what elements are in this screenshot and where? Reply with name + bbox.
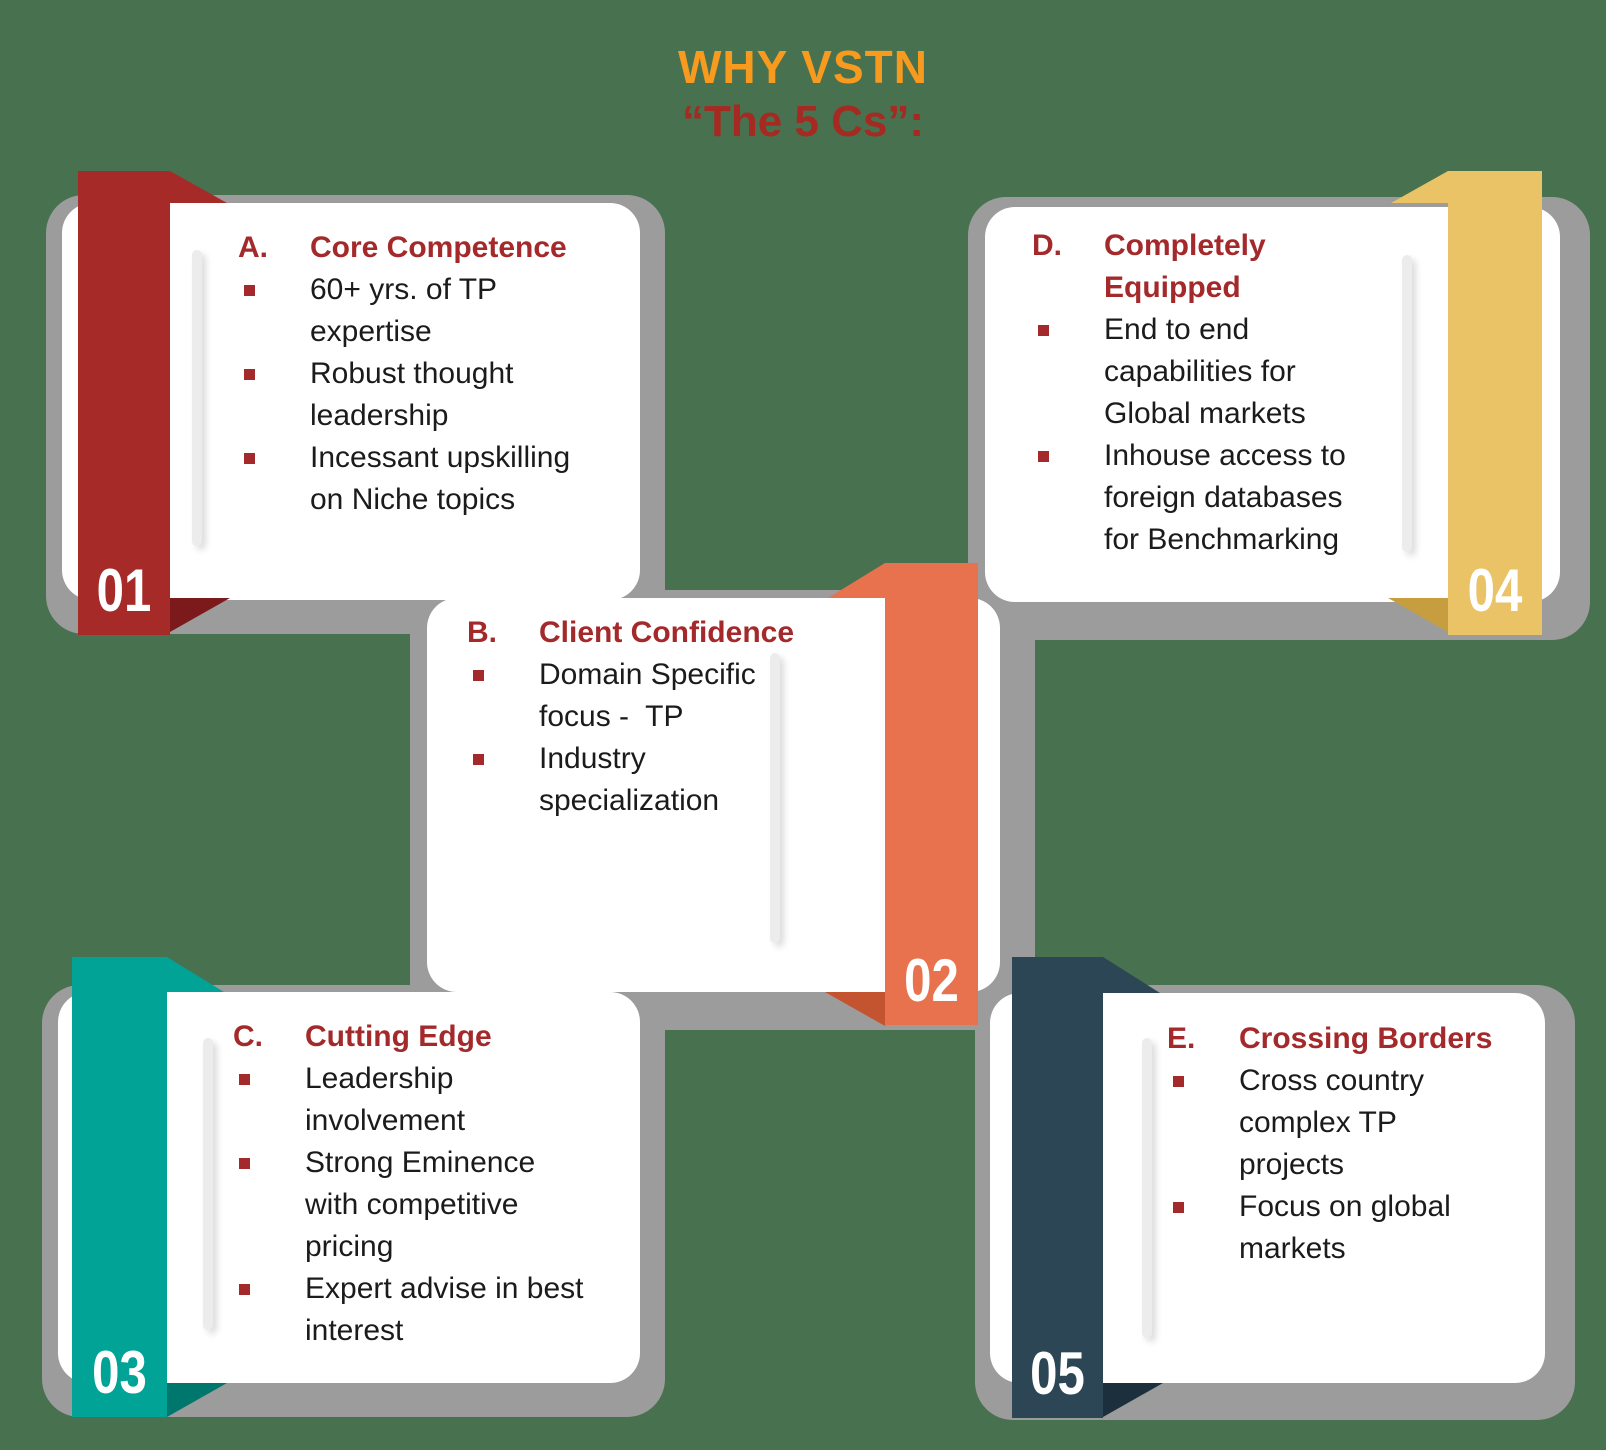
decor-scrollbar bbox=[203, 1038, 213, 1330]
bullet-item: End to end capabilities for Global marke… bbox=[1032, 309, 1544, 435]
card-number: 02 bbox=[904, 947, 959, 1014]
bullet-text: Industry specialization bbox=[539, 742, 720, 817]
card-number: 04 bbox=[1467, 557, 1523, 624]
bullet-text: 60+ yrs. of TP expertise bbox=[310, 273, 505, 348]
bullet-text: Cross country complex TP projects bbox=[1239, 1064, 1433, 1181]
bullet-item: Domain Specific focus - TP bbox=[467, 654, 984, 738]
bullet-item: Cross country complex TP projects bbox=[1167, 1060, 1529, 1186]
card-letter: C. bbox=[233, 1020, 263, 1053]
decor-scrollbar bbox=[770, 653, 780, 943]
card-heading-row: D. Completely Equipped bbox=[1032, 225, 1544, 309]
card-content: B. Client Confidence Domain Specific foc… bbox=[427, 598, 1000, 822]
bullet-item: Leadership involvement bbox=[233, 1058, 624, 1142]
bullet-item: Expert advise in best interest bbox=[233, 1268, 624, 1352]
card-number: 01 bbox=[96, 557, 152, 624]
bullet-text: Robust thought leadership bbox=[310, 357, 522, 432]
card-content: E. Crossing Borders Cross country comple… bbox=[990, 993, 1545, 1270]
card-content: D. Completely Equipped End to end capabi… bbox=[985, 207, 1560, 561]
bullet-text: Expert advise in best interest bbox=[305, 1272, 592, 1347]
card-title: Client Confidence bbox=[539, 616, 795, 649]
ribbon-fold-top bbox=[1103, 957, 1160, 993]
ribbon-fold-top bbox=[167, 957, 224, 992]
bullet-text: Inhouse access to foreign databases for … bbox=[1104, 439, 1355, 556]
decor-scrollbar bbox=[1402, 255, 1412, 552]
bullet-text: End to end capabilities for Global marke… bbox=[1104, 313, 1306, 430]
bullet-item: Incessant upskilling on Niche topics bbox=[238, 437, 624, 521]
bullet-item: Robust thought leadership bbox=[238, 353, 624, 437]
card-title: Cutting Edge bbox=[305, 1020, 492, 1053]
bullet-item: Industry specialization bbox=[467, 738, 984, 822]
page-title: WHY VSTN “The 5 Cs”: bbox=[0, 42, 1606, 147]
bullet-item: Strong Eminence with competitive pricing bbox=[233, 1142, 624, 1268]
card-heading-row: C. Cutting Edge bbox=[233, 1016, 624, 1058]
bullet-text: Domain Specific focus - TP bbox=[539, 658, 765, 733]
card-number: 05 bbox=[1030, 1340, 1085, 1407]
bullet-text: Incessant upskilling on Niche topics bbox=[310, 441, 579, 516]
bullet-text: Leadership involvement bbox=[305, 1062, 466, 1137]
ribbon-banner-03: 03 bbox=[72, 957, 227, 1417]
card-heading-row: E. Crossing Borders bbox=[1167, 1018, 1529, 1060]
card-content: A. Core Competence 60+ yrs. of TP expert… bbox=[62, 203, 640, 521]
title-line-2: “The 5 Cs”: bbox=[681, 96, 925, 146]
card-letter: A. bbox=[238, 231, 268, 264]
ribbon-banner-01: 01 bbox=[78, 171, 230, 635]
card-heading-row: A. Core Competence bbox=[238, 227, 624, 269]
bullet-item: Focus on global markets bbox=[1167, 1186, 1529, 1270]
card-letter: B. bbox=[467, 616, 497, 649]
ribbon-banner-05: 05 bbox=[1012, 957, 1163, 1418]
decor-scrollbar bbox=[1142, 1038, 1152, 1338]
title-line-1: WHY VSTN bbox=[678, 41, 928, 93]
card-letter: D. bbox=[1032, 229, 1062, 262]
ribbon-banner-04: 04 bbox=[1388, 171, 1542, 635]
card-title: Crossing Borders bbox=[1239, 1022, 1493, 1055]
decor-scrollbar bbox=[192, 250, 202, 546]
bullet-text: Strong Eminence with competitive pricing bbox=[305, 1146, 544, 1263]
card-title: Completely Equipped bbox=[1104, 229, 1266, 304]
bullet-text: Focus on global markets bbox=[1239, 1190, 1460, 1265]
card-number: 03 bbox=[92, 1339, 147, 1406]
bullet-item: Inhouse access to foreign databases for … bbox=[1032, 435, 1544, 561]
bullet-item: 60+ yrs. of TP expertise bbox=[238, 269, 624, 353]
card-title: Core Competence bbox=[310, 231, 567, 264]
card-heading-row: B. Client Confidence bbox=[467, 612, 984, 654]
ribbon-fold-top bbox=[1391, 171, 1448, 203]
ribbon-banner-02: 02 bbox=[825, 563, 978, 1026]
card-letter: E. bbox=[1167, 1022, 1196, 1055]
card-content: C. Cutting Edge Leadership involvement S… bbox=[58, 992, 640, 1352]
